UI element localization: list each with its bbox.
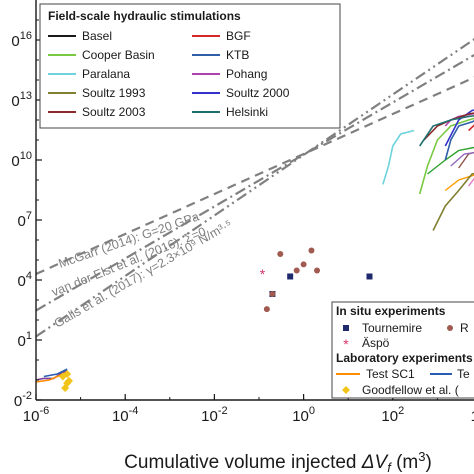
legend-goodfellow-label: Goodfellow et al. ( [362,383,459,397]
legend-field-label-9: Helsinki [226,105,268,119]
legend-test-other-label: Te [457,367,470,381]
x-tick-label-1: 10-4 [112,405,138,425]
x-tick-label-0: 10-6 [23,405,49,425]
legend-lab-title: Laboratory experiments [336,351,473,365]
reference-lines [36,38,474,338]
reference-line-2 [36,38,474,338]
reference-line-0 [36,76,474,276]
legend-field-label-0: Basel [82,29,112,43]
y-tick-label-0: 0-2 [14,390,32,410]
aspo-point-0: * [260,266,266,282]
legend-field: Field-scale hydraulic stimulations Basel B… [39,3,341,129]
legend-rustrel-marker [447,325,453,331]
legend-tournemire-label: Tournemire [362,321,422,335]
lab-line-2 [43,368,68,378]
tournemire-point-2 [366,273,373,280]
field-series-line-1 [468,124,474,132]
y-tick-label-2: 04 [18,270,32,290]
y-tick-label-1: 01 [18,330,32,350]
field-series-lines [382,109,474,231]
legend-field-title: Field-scale hydraulic stimulations [48,9,241,23]
legend-aspo-marker: * [343,336,349,352]
y-tick-label-6: 016 [11,30,32,50]
rustrel-point-5 [308,247,315,254]
goodfellow-point-4 [63,369,72,378]
legend-field-label-7: Soultz 2000 [226,86,290,100]
y-tick-label-3: 07 [18,210,32,230]
field-series-line-2 [418,117,474,195]
field-extra-line-4 [468,177,474,187]
legend-field-label-5: Pohang [226,67,267,81]
legend-goodfellow-marker [342,386,350,394]
x-tick-label-4: 102 [381,405,404,425]
x-tick-label-5: 104 [471,405,474,425]
field-series-line-8 [423,112,474,141]
legend-field-label-8: Soultz 2003 [82,105,146,119]
marker-points: * [58,247,373,392]
field-extra-line-0 [444,174,474,192]
legend-in-situ-title: In situ experiments [336,304,446,318]
x-axis-title: Cumulative volume injected ΔVf (m3) [124,449,432,474]
legend-field-label-2: Cooper Basin [82,48,155,62]
rustrel-point-2 [277,250,284,257]
x-tick-label-3: 100 [292,405,315,425]
field-series-line-4 [382,129,415,185]
field-series-line-3 [444,120,474,161]
legend-field-label-3: KTB [226,48,249,62]
reference-line-1 [36,53,474,312]
field-series-line-6 [432,172,474,231]
legend-rustrel-label: R [460,321,469,335]
legend-field-label-6: Soultz 1993 [82,86,146,100]
rustrel-point-4 [300,261,307,268]
legend-field-box [39,3,341,129]
legend-lab-box [331,301,474,399]
legend-test-sc1-label: Test SC1 [366,367,415,381]
legend-field-label-1: BGF [226,29,251,43]
y-tick-label-4: 010 [11,150,32,170]
legend-lab: In situ experiments Tournemire R * ÄspöLabor… [331,301,474,399]
rustrel-point-3 [293,267,300,274]
field-extra-line-2 [427,146,474,175]
field-series-line-9 [419,115,474,147]
legend-field-label-4: Paralana [82,67,130,81]
field-extra-line-1 [458,151,474,169]
x-tick-label-2: 10-2 [201,405,227,425]
rustrel-point-1 [269,290,276,297]
legend-aspo-label: Äspö [362,336,390,350]
rustrel-point-6 [314,267,321,274]
rustrel-point-0 [263,306,270,313]
goodfellow-point-2 [65,376,74,385]
field-extra-line-3 [450,151,474,167]
y-tick-label-5: 013 [11,90,32,110]
tournemire-point-1 [287,273,294,280]
axes: 10-6 10-4 10-2 100 102 104 0-2 01 04 07 010 013 016 [11,0,474,425]
legend-tournemire-marker [343,325,349,331]
